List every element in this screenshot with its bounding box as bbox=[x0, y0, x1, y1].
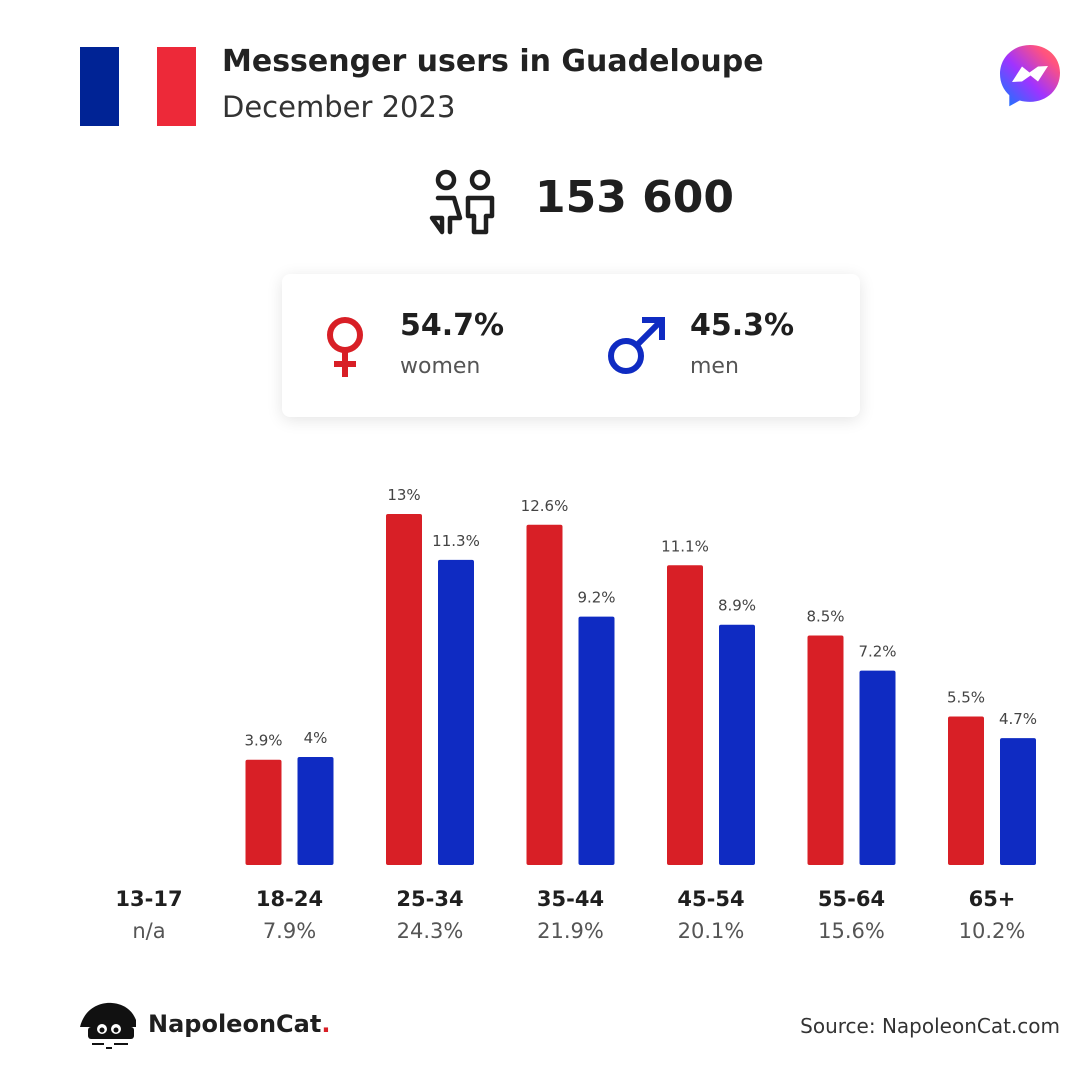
bar-value-label: 4.7% bbox=[999, 710, 1037, 728]
age-group-total: 15.6% bbox=[818, 919, 885, 943]
bar-men bbox=[438, 559, 474, 865]
bar-men bbox=[297, 757, 334, 865]
men-label: men bbox=[690, 354, 739, 379]
france-flag-icon bbox=[80, 47, 197, 126]
people-icon bbox=[429, 169, 495, 235]
age-group-total: 21.9% bbox=[537, 919, 604, 943]
bar-value-label: 9.2% bbox=[577, 589, 615, 607]
age-group-label: 45-54 bbox=[677, 887, 744, 911]
messenger-logo-icon bbox=[1000, 45, 1060, 107]
bar-women bbox=[526, 524, 563, 865]
brand-name: NapoleonCat. bbox=[148, 1010, 330, 1038]
male-symbol-icon bbox=[608, 317, 665, 374]
page-title: Messenger users in Guadeloupe bbox=[222, 44, 764, 79]
bar-value-label: 8.5% bbox=[806, 608, 844, 626]
bar-value-label: 8.9% bbox=[718, 597, 756, 615]
brand-name-text: NapoleonCat bbox=[148, 1010, 322, 1038]
bar-value-label: 11.1% bbox=[661, 537, 709, 555]
age-group-label: 13-17 bbox=[115, 887, 182, 911]
age-group-label: 25-34 bbox=[396, 887, 463, 911]
female-symbol-icon bbox=[327, 317, 363, 377]
bar-men bbox=[578, 616, 615, 865]
age-group-label: 35-44 bbox=[537, 887, 604, 911]
total-users-value: 153 600 bbox=[535, 172, 735, 223]
bar-men bbox=[859, 670, 896, 865]
age-group-total: 7.9% bbox=[263, 919, 316, 943]
flag-stripe-white bbox=[118, 47, 158, 126]
bar-value-label: 3.9% bbox=[244, 732, 282, 750]
age-group-label: 18-24 bbox=[256, 887, 323, 911]
brand-dot: . bbox=[321, 1010, 331, 1038]
bar-value-label: 4% bbox=[304, 729, 328, 747]
bar-women bbox=[667, 565, 703, 865]
flag-stripe-red bbox=[157, 47, 197, 126]
bar-value-label: 5.5% bbox=[947, 689, 985, 707]
bar-value-label: 13% bbox=[387, 486, 420, 504]
source-credit: Source: NapoleonCat.com bbox=[800, 1014, 1060, 1038]
bar-value-label: 12.6% bbox=[521, 497, 569, 515]
napoleoncat-logo-icon bbox=[80, 1002, 136, 1049]
age-group-label: 65+ bbox=[969, 887, 1016, 911]
age-group-label: 55-64 bbox=[818, 887, 885, 911]
age-group-total: 20.1% bbox=[678, 919, 745, 943]
bar-women bbox=[386, 514, 422, 865]
bar-value-label: 7.2% bbox=[858, 643, 896, 661]
bar-women bbox=[948, 716, 984, 865]
bar-women bbox=[245, 759, 282, 865]
age-group-total: 24.3% bbox=[397, 919, 464, 943]
women-percentage: 54.7% bbox=[400, 308, 505, 343]
age-group-total: 10.2% bbox=[959, 919, 1026, 943]
men-percentage: 45.3% bbox=[690, 308, 795, 343]
bar-value-label: 11.3% bbox=[432, 532, 480, 550]
age-group-total: n/a bbox=[132, 919, 165, 943]
page-subtitle: December 2023 bbox=[222, 90, 456, 124]
gender-card: 54.7% women 45.3% men bbox=[282, 274, 860, 417]
bar-men bbox=[1000, 738, 1036, 865]
women-label: women bbox=[400, 354, 481, 379]
flag-stripe-blue bbox=[80, 47, 119, 126]
bar-women bbox=[807, 635, 844, 865]
bar-men bbox=[719, 624, 755, 865]
